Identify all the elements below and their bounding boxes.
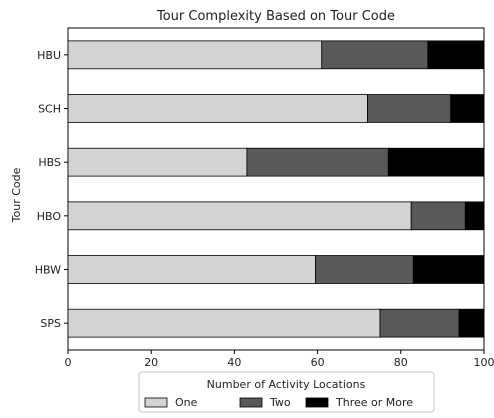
plot-area: HBU SCH HBS HBO HBW SPS 0 20 40 60 80 100 — [35, 28, 494, 369]
bar-hbs-two — [247, 148, 388, 176]
bar-sch-two — [368, 95, 451, 123]
bar-hbo-two — [411, 202, 465, 230]
bar-hbu-two — [322, 41, 428, 69]
x-tick-label: 40 — [227, 356, 241, 369]
bar-sch-three-or-more — [451, 95, 484, 123]
y-tick-label: SPS — [40, 317, 61, 330]
legend-label-two: Two — [269, 396, 291, 409]
legend-swatch-two — [240, 398, 262, 407]
bar-sps-three-or-more — [459, 309, 484, 337]
y-axis-label: Tour Code — [10, 167, 23, 223]
y-tick-label: HBU — [37, 49, 61, 62]
y-tick-label: SCH — [38, 103, 61, 116]
legend-title: Number of Activity Locations — [207, 378, 366, 391]
legend-label-one: One — [175, 396, 198, 409]
bar-hbu-one — [68, 41, 322, 69]
bar-sps-one — [68, 309, 380, 337]
bar-sps-two — [380, 309, 459, 337]
bar-hbw-two — [316, 256, 414, 284]
legend-swatch-three-or-more — [306, 398, 328, 407]
bar-hbs-three-or-more — [388, 148, 484, 176]
bar-hbs-one — [68, 148, 247, 176]
y-tick-label: HBW — [35, 264, 61, 277]
x-tick-label: 60 — [311, 356, 325, 369]
legend-label-three-or-more: Three or More — [335, 396, 413, 409]
bar-hbo-one — [68, 202, 411, 230]
chart-title: Tour Complexity Based on Tour Code — [156, 9, 395, 24]
x-tick-label: 100 — [474, 356, 494, 369]
bar-hbo-three-or-more — [465, 202, 484, 230]
legend: Number of Activity Locations One Two Three… — [139, 372, 434, 412]
bar-hbu-three-or-more — [428, 41, 484, 69]
x-tick-label: 0 — [65, 356, 72, 369]
y-tick-label: HBS — [38, 156, 61, 169]
plot-frame — [68, 28, 484, 350]
bar-hbw-three-or-more — [413, 256, 484, 284]
legend-swatch-one — [145, 398, 167, 407]
y-tick-label: HBO — [37, 210, 62, 223]
x-tick-label: 20 — [144, 356, 158, 369]
x-tick-label: 80 — [394, 356, 408, 369]
bar-hbw-one — [68, 256, 316, 284]
bar-sch-one — [68, 95, 368, 123]
